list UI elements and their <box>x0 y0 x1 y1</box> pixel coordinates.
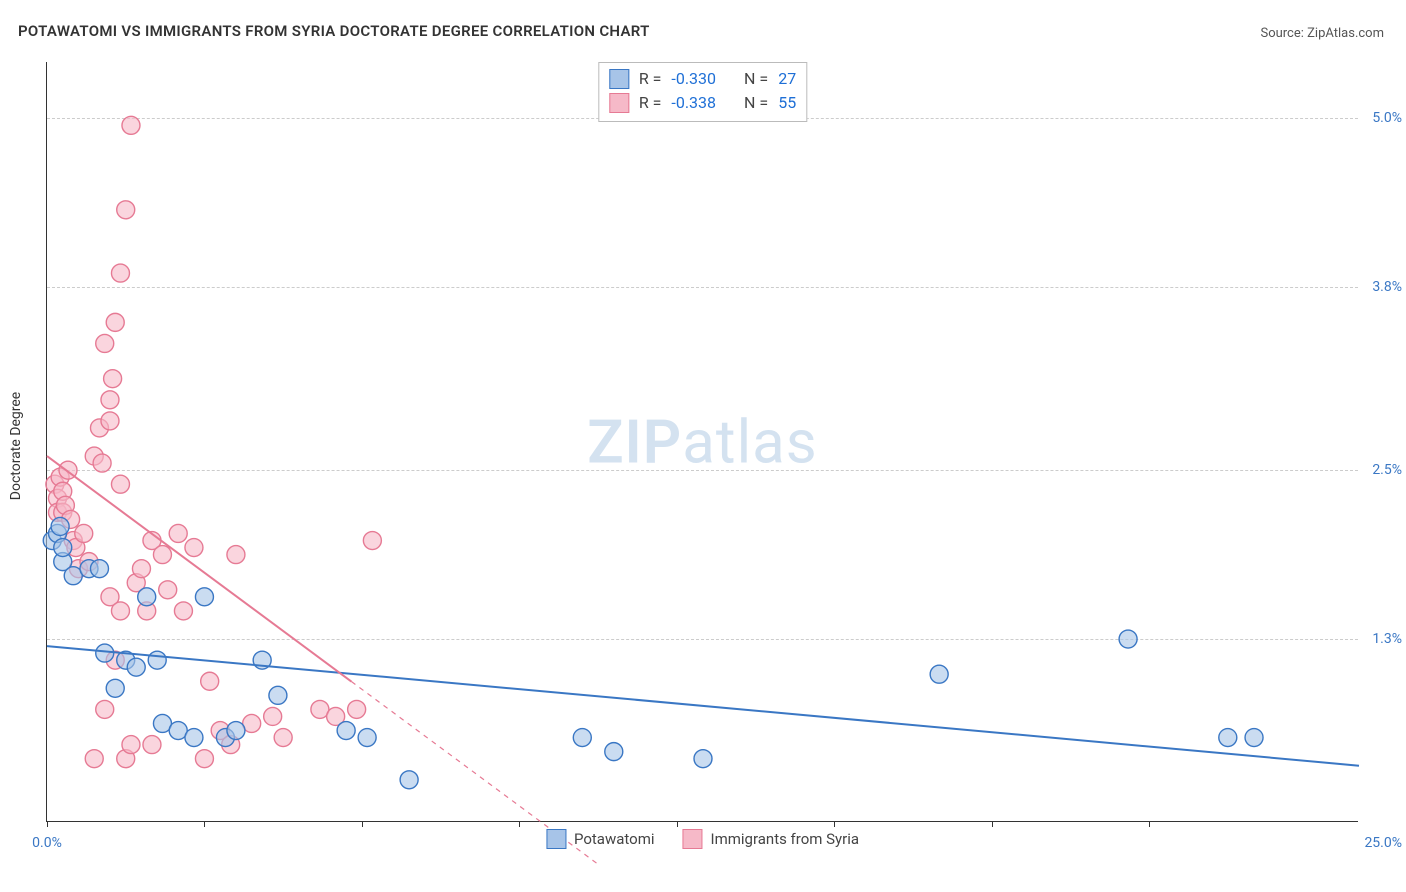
data-point <box>93 454 111 472</box>
data-point <box>138 588 156 606</box>
data-point <box>101 412 119 430</box>
chart-container: POTAWATOMI VS IMMIGRANTS FROM SYRIA DOCT… <box>0 0 1406 892</box>
data-point <box>1219 729 1237 747</box>
data-point <box>1119 630 1137 648</box>
data-point <box>169 524 187 542</box>
data-point <box>90 560 108 578</box>
data-point <box>96 700 114 718</box>
r-label-1: R = <box>639 67 662 91</box>
data-point <box>400 771 418 789</box>
legend-label-2: Immigrants from Syria <box>711 830 860 848</box>
r-value-1: -0.330 <box>671 67 716 91</box>
x-tick <box>834 821 835 827</box>
x-axis-min-label: 0.0% <box>32 835 62 851</box>
data-point <box>75 524 93 542</box>
swatch-series-2 <box>609 93 629 113</box>
x-axis-max-label: 25.0% <box>1364 835 1402 851</box>
data-point <box>101 391 119 409</box>
x-tick <box>519 821 520 827</box>
data-point <box>227 546 245 564</box>
data-point <box>195 588 213 606</box>
legend-label-1: Potawatomi <box>574 830 655 848</box>
data-point <box>348 700 366 718</box>
data-point <box>185 539 203 557</box>
legend-item-2: Immigrants from Syria <box>683 829 860 849</box>
data-point <box>127 658 145 676</box>
y-tick-label: 5.0% <box>1372 110 1402 126</box>
r-value-2: -0.338 <box>671 91 716 115</box>
data-point <box>185 729 203 747</box>
regression-line <box>47 646 1359 766</box>
plot-svg <box>47 62 1358 821</box>
n-label-1: N = <box>744 67 768 91</box>
data-point <box>122 116 140 134</box>
data-point <box>96 644 114 662</box>
data-point <box>1245 729 1263 747</box>
data-point <box>54 539 72 557</box>
data-point <box>159 581 177 599</box>
plot-area: ZIPatlas 1.3%2.5%3.8%5.0% 0.0% 25.0% R =… <box>46 62 1358 822</box>
correlation-legend: R = -0.330 N = 27 R = -0.338 N = 55 <box>598 62 807 122</box>
data-point <box>573 729 591 747</box>
data-point <box>605 743 623 761</box>
legend-swatch-2 <box>683 829 703 849</box>
y-tick-label: 3.8% <box>1372 279 1402 295</box>
data-point <box>153 546 171 564</box>
data-point <box>274 729 292 747</box>
legend-item-1: Potawatomi <box>546 829 655 849</box>
correlation-row-1: R = -0.330 N = 27 <box>609 67 796 91</box>
source-name: ZipAtlas.com <box>1307 26 1384 41</box>
r-label-2: R = <box>639 91 662 115</box>
data-point <box>96 334 114 352</box>
y-tick-label: 2.5% <box>1372 462 1402 478</box>
data-point <box>363 532 381 550</box>
n-value-2: 55 <box>778 91 796 115</box>
data-point <box>337 722 355 740</box>
n-label-2: N = <box>744 91 768 115</box>
legend-swatch-1 <box>546 829 566 849</box>
data-point <box>111 602 129 620</box>
y-tick-label: 1.3% <box>1372 631 1402 647</box>
n-value-1: 27 <box>778 67 796 91</box>
data-point <box>148 651 166 669</box>
data-point <box>111 264 129 282</box>
x-tick <box>362 821 363 827</box>
x-tick <box>992 821 993 827</box>
swatch-series-1 <box>609 69 629 89</box>
data-point <box>104 370 122 388</box>
y-axis-title: Doctorate Degree <box>8 392 24 500</box>
data-point <box>201 672 219 690</box>
data-point <box>111 475 129 493</box>
correlation-row-2: R = -0.338 N = 55 <box>609 91 796 115</box>
data-point <box>269 686 287 704</box>
source-attribution: Source: ZipAtlas.com <box>1260 26 1384 41</box>
x-tick <box>677 821 678 827</box>
data-point <box>694 750 712 768</box>
data-point <box>132 560 150 578</box>
data-point <box>227 722 245 740</box>
data-point <box>117 201 135 219</box>
data-point <box>264 707 282 725</box>
data-point <box>106 313 124 331</box>
x-tick <box>1149 821 1150 827</box>
data-point <box>122 736 140 754</box>
data-point <box>930 665 948 683</box>
data-point <box>143 736 161 754</box>
data-point <box>51 517 69 535</box>
data-point <box>174 602 192 620</box>
series-legend: Potawatomi Immigrants from Syria <box>546 829 859 849</box>
data-point <box>106 679 124 697</box>
x-tick <box>204 821 205 827</box>
source-label: Source: <box>1260 26 1307 41</box>
x-tick <box>47 821 48 827</box>
chart-title: POTAWATOMI VS IMMIGRANTS FROM SYRIA DOCT… <box>18 22 650 40</box>
data-point <box>195 750 213 768</box>
data-point <box>358 729 376 747</box>
data-point <box>85 750 103 768</box>
